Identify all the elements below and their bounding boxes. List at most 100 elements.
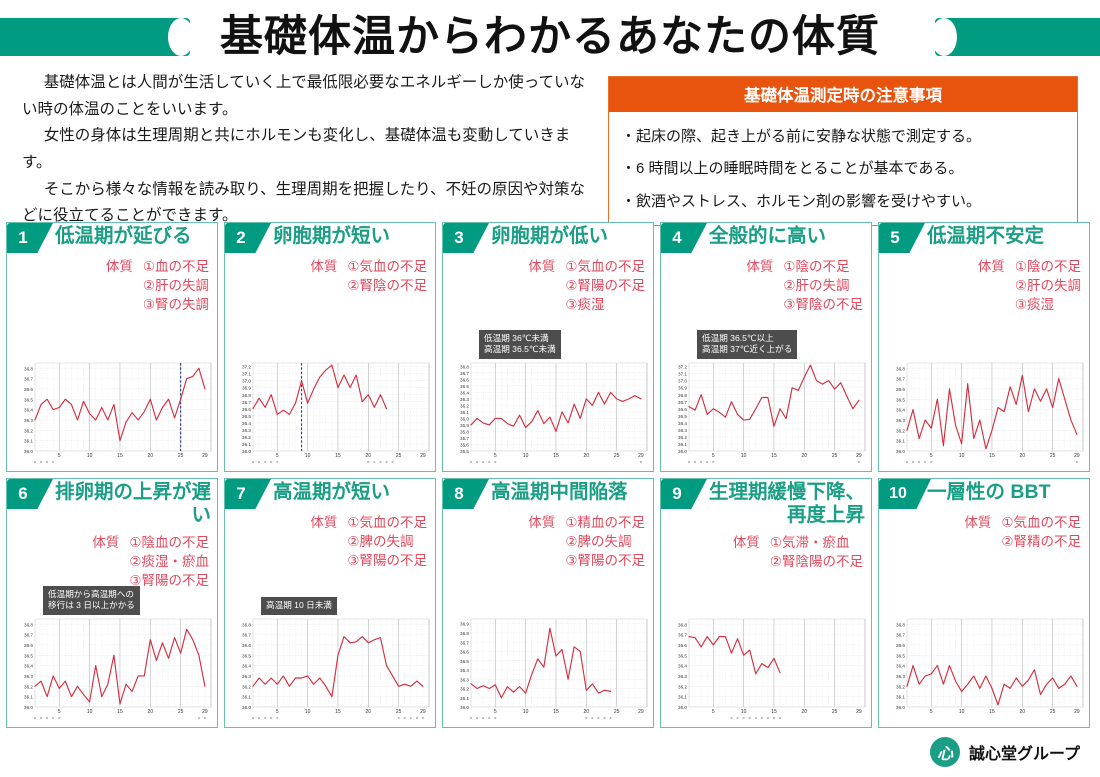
pattern-card-5[interactable]: 5 低温期不安定 体質 ①陰の不足 ②肝の失調 ③痰湿 36.0 36.1 36.2 36.3 36… xyxy=(878,222,1090,472)
bbt-chart-1: 36.0 36.1 36.2 36.3 36.4 36.5 36.6 36.7 36.8 5 10 1… xyxy=(24,362,212,465)
intro-paragraph: 女性の身体は生理周期と共にホルモンも変化し、基礎体温も変動していきます。 xyxy=(22,127,571,171)
bbt-chart-10: 36.0 36.1 36.2 36.3 36.4 36.5 36.6 36.7 36.8 5 10 1… xyxy=(896,618,1084,715)
svg-text:36.6: 36.6 xyxy=(24,643,33,648)
causes-list: ①気血の不足 ②腎陽の不足 ③痰湿 xyxy=(565,257,645,314)
svg-text:36.3: 36.3 xyxy=(678,674,687,679)
svg-text:36.6: 36.6 xyxy=(678,643,687,648)
svg-text:×: × xyxy=(270,460,273,465)
svg-text:29: 29 xyxy=(202,453,208,459)
cause-item: ②腎陽の不足 xyxy=(565,278,645,294)
pattern-card-10[interactable]: 10 一層性の BBT 体質 ①気血の不足 ②腎精の不足 36.0 36.1 36.2 36.3… xyxy=(878,478,1090,728)
svg-text:36.3: 36.3 xyxy=(460,397,469,402)
pattern-card-7[interactable]: 7 高温期が短い 体質 ①気血の不足 ②脾の失調 ③腎陽の不足 高温期 10 日未満 36.0… xyxy=(224,478,436,728)
svg-text:36.8: 36.8 xyxy=(460,364,469,369)
svg-text:×: × xyxy=(688,460,691,465)
page-title: 基礎体温からわかるあなたの体質 xyxy=(220,13,880,61)
svg-text:37.0: 37.0 xyxy=(242,379,251,384)
cause-item: ①気血の不足 xyxy=(1001,515,1081,530)
svg-text:10: 10 xyxy=(741,709,747,715)
causes-label: 体質 xyxy=(92,535,120,550)
svg-text:35.9: 35.9 xyxy=(460,423,469,428)
svg-text:37.0: 37.0 xyxy=(678,379,687,384)
svg-text:36.7: 36.7 xyxy=(896,633,905,638)
svg-text:10: 10 xyxy=(523,709,529,715)
svg-text:20: 20 xyxy=(366,709,372,715)
pattern-card-4[interactable]: 4 全般的に高い 体質 ①陰の不足 ②肝の失調 ③腎陰の不足 低温期 36.5℃以上 高温期… xyxy=(660,222,872,472)
svg-text:×: × xyxy=(597,716,600,721)
svg-text:5: 5 xyxy=(494,709,497,715)
card-title: 全般的に高い xyxy=(709,225,827,247)
svg-text:29: 29 xyxy=(856,453,862,459)
svg-text:36.4: 36.4 xyxy=(460,390,469,395)
svg-text:×: × xyxy=(46,460,49,465)
svg-text:36.1: 36.1 xyxy=(24,695,33,700)
svg-text:36.2: 36.2 xyxy=(242,435,251,440)
causes-label: 体質 xyxy=(528,259,556,274)
caution-heading: 基礎体温測定時の注意事項 xyxy=(609,77,1077,112)
svg-text:36.2: 36.2 xyxy=(678,435,687,440)
svg-text:×: × xyxy=(858,460,861,465)
svg-text:36.5: 36.5 xyxy=(896,653,905,658)
intro-text: 基礎体温とは人間が生活していく上で最低限必要なエネルギーしか使っていない時の体温… xyxy=(22,70,592,230)
pattern-card-1[interactable]: 1 低温期が延びる 体質 ①血の不足 ②肝の失調 ③腎の失調 36.0 36.1 36.2 36.… xyxy=(6,222,218,472)
causes-label: 体質 xyxy=(977,259,1005,274)
svg-text:×: × xyxy=(494,716,497,721)
svg-text:15: 15 xyxy=(117,709,123,715)
pattern-card-3[interactable]: 3 卵胞期が低い 体質 ①気血の不足 ②腎陽の不足 ③痰湿 低温期 36℃未満 高温期 36… xyxy=(442,222,654,472)
caution-item: ・起床の際、起き上がる前に安静な状態で測定する。 xyxy=(621,128,982,145)
svg-text:5: 5 xyxy=(930,709,933,715)
causes-label: 体質 xyxy=(732,535,760,550)
svg-text:×: × xyxy=(482,460,485,465)
card-row: 1 低温期が延びる 体質 ①血の不足 ②肝の失調 ③腎の失調 36.0 36.1 36.2 36.… xyxy=(6,222,1094,472)
svg-text:10: 10 xyxy=(741,453,747,459)
svg-text:36.7: 36.7 xyxy=(896,377,905,382)
svg-text:37.1: 37.1 xyxy=(242,372,251,377)
svg-text:10: 10 xyxy=(305,453,311,459)
pattern-card-8[interactable]: 8 高温期中間陥落 体質 ①精血の不足 ②脾の失調 ③腎陽の不足 36.0 36.1 36.2 3… xyxy=(442,478,654,728)
svg-text:36.3: 36.3 xyxy=(678,428,687,433)
svg-text:×: × xyxy=(1076,460,1079,465)
svg-text:20: 20 xyxy=(366,453,372,459)
svg-text:37.1: 37.1 xyxy=(678,372,687,377)
cause-item: ①精血の不足 xyxy=(565,515,645,530)
svg-text:×: × xyxy=(918,460,921,465)
causes-label: 体質 xyxy=(310,259,338,274)
causes-list: ①血の不足 ②肝の失調 ③腎の失調 xyxy=(143,257,209,314)
svg-text:×: × xyxy=(912,460,915,465)
pattern-card-9[interactable]: 9 生理期緩慢下降、再度上昇 体質 ①気滞・瘀血 ②腎陰陽の不足 36.0 36.1 36.2… xyxy=(660,478,872,728)
svg-text:20: 20 xyxy=(148,709,154,715)
card-number-badge: 8 xyxy=(443,479,489,509)
svg-text:36.2: 36.2 xyxy=(24,684,33,689)
svg-text:36.1: 36.1 xyxy=(896,695,905,700)
card-grid: 1 低温期が延びる 体質 ①血の不足 ②肝の失調 ③腎の失調 36.0 36.1 36.2 36.… xyxy=(6,222,1094,734)
svg-text:×: × xyxy=(924,460,927,465)
svg-text:36.6: 36.6 xyxy=(24,387,33,392)
svg-text:×: × xyxy=(40,716,43,721)
card-title: 高温期が短い xyxy=(273,481,391,503)
svg-text:10: 10 xyxy=(305,709,311,715)
footer-brand: 心 誠心堂グループ xyxy=(929,737,1080,767)
card-causes: 体質 ①精血の不足 ②脾の失調 ③腎陽の不足 xyxy=(443,513,645,570)
svg-text:36.0: 36.0 xyxy=(242,705,251,710)
svg-text:29: 29 xyxy=(638,709,644,715)
svg-text:25: 25 xyxy=(614,709,620,715)
pattern-card-6[interactable]: 6 排卵期の上昇が遅い 体質 ①陰血の不足 ②痰湿・瘀血 ③腎陽の不足 低温期から高温期への… xyxy=(6,478,218,728)
svg-text:×: × xyxy=(264,716,267,721)
svg-text:×: × xyxy=(603,716,606,721)
svg-text:36.0: 36.0 xyxy=(460,417,469,422)
svg-text:×: × xyxy=(712,460,715,465)
svg-text:×: × xyxy=(276,716,279,721)
svg-text:20: 20 xyxy=(584,709,590,715)
header-notch-left xyxy=(168,18,194,56)
pattern-card-2[interactable]: 2 卵胞期が短い 体質 ①気血の不足 ②腎陰の不足 36.0 36.1 36.2 36.3 36.… xyxy=(224,222,436,472)
svg-text:36.3: 36.3 xyxy=(24,418,33,423)
svg-text:36.5: 36.5 xyxy=(678,653,687,658)
svg-text:5: 5 xyxy=(712,709,715,715)
causes-label: 体質 xyxy=(528,515,556,530)
svg-text:5: 5 xyxy=(58,453,61,459)
svg-text:×: × xyxy=(416,716,419,721)
svg-text:10: 10 xyxy=(959,709,965,715)
svg-text:36.5: 36.5 xyxy=(460,659,469,664)
svg-text:×: × xyxy=(700,460,703,465)
causes-label: 体質 xyxy=(964,515,992,530)
